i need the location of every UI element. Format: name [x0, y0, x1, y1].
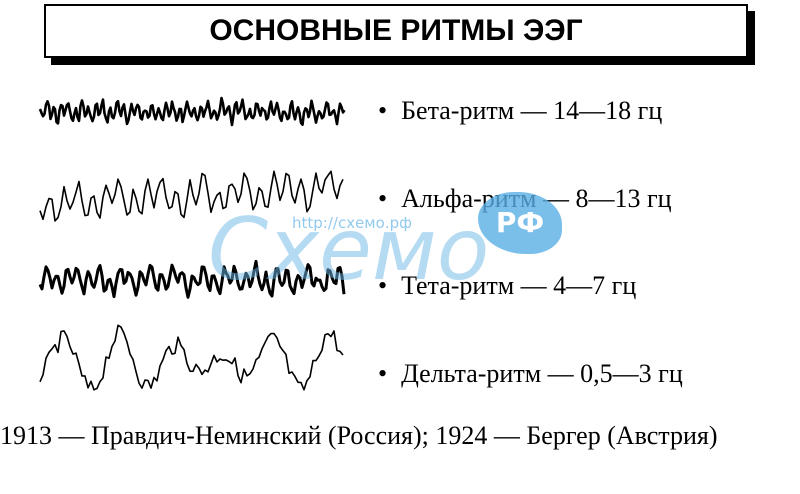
rhythm-label: Дельта-ритм — 0,5—3 гц [378, 359, 683, 389]
watermark-logo: Схемо [208, 200, 490, 300]
rhythm-label: Тета-ритм — 4—7 гц [378, 271, 636, 301]
rhythm-label: Бета-ритм — 14—18 гц [378, 96, 662, 126]
footer-text: 1913 — Правдич-Неминский (Россия); 1924 … [0, 421, 718, 450]
title: ОСНОВНЫЕ РИТМЫ ЭЭГ [44, 4, 748, 58]
eeg-trace [38, 96, 346, 127]
watermark-url: http://схемо.рф [292, 214, 412, 232]
eeg-trace [38, 259, 346, 299]
watermark-badge: РФ [478, 192, 562, 254]
eeg-trace [39, 324, 344, 391]
eeg-trace [39, 170, 344, 222]
